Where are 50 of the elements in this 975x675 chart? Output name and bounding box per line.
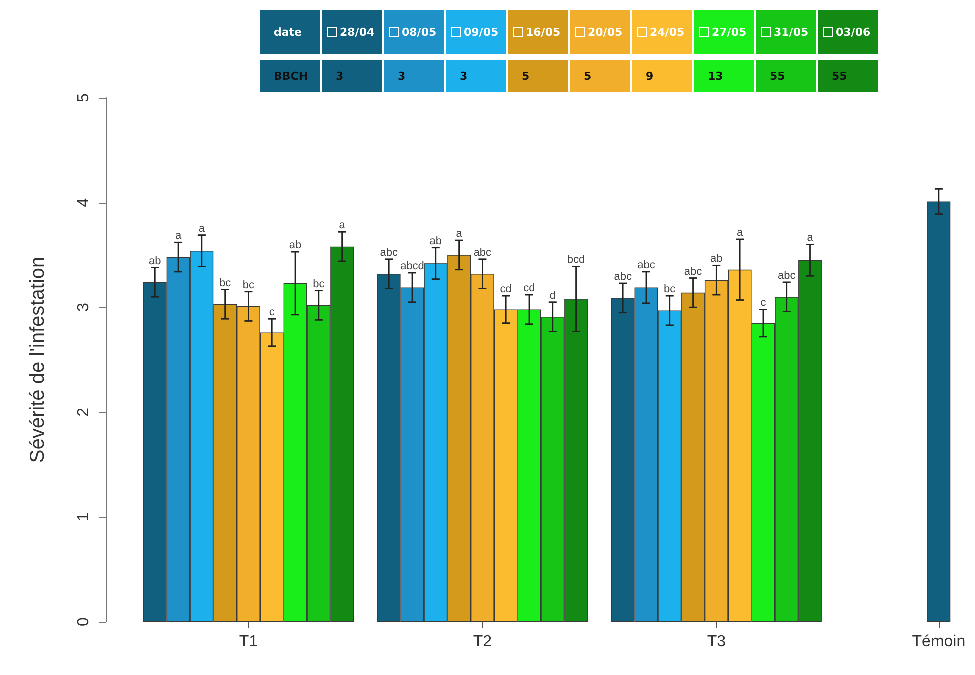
data-label: ab xyxy=(430,235,442,248)
legend-label: 28/04 xyxy=(340,26,375,38)
data-label: abc xyxy=(614,270,632,283)
data-label: bcd xyxy=(567,254,586,266)
data-label: a xyxy=(807,232,814,244)
y-tick-label: 0 xyxy=(76,617,92,626)
data-label: bc xyxy=(220,277,232,290)
x-tick-label: T2 xyxy=(473,634,492,650)
data-label: ab xyxy=(289,240,302,252)
data-label: a xyxy=(737,226,744,239)
data-label: abc xyxy=(474,246,492,259)
data-label: abc xyxy=(380,246,398,259)
y-tick-label: 4 xyxy=(76,198,92,208)
legend-label: 27/05 xyxy=(712,26,747,38)
data-label: cd xyxy=(500,284,512,296)
data-label: abc xyxy=(638,259,656,272)
bar xyxy=(927,202,951,622)
data-label: abcd xyxy=(400,260,424,273)
data-label: bc xyxy=(313,278,326,290)
data-label: a xyxy=(175,230,182,242)
y-tick-label: 1 xyxy=(76,512,92,522)
x-tick-label: Témoin xyxy=(912,634,966,650)
text: BBCH 3 3 3 5 5 9 13 55 55 xyxy=(274,70,848,82)
data-label: d xyxy=(550,290,556,302)
legend-label: 31/05 xyxy=(774,26,809,38)
y-axis-title: Sévérité de l'infestation xyxy=(27,256,49,464)
data-label: a xyxy=(339,220,346,232)
data-label: ab xyxy=(149,255,162,268)
data-label: bc xyxy=(664,284,676,296)
data-label: a xyxy=(198,222,206,235)
legend-label: 20/05 xyxy=(588,26,623,38)
data-label: abc xyxy=(778,270,796,282)
data-label: bc xyxy=(242,279,256,292)
y-tick-label: 5 xyxy=(76,93,92,102)
legend-label: 24/05 xyxy=(650,26,685,38)
y-tick-label: 2 xyxy=(76,408,92,417)
data-label: abc xyxy=(684,266,703,278)
data-label: c xyxy=(760,297,767,310)
x-tick-label: T1 xyxy=(239,634,258,650)
data-label: ab xyxy=(710,253,723,266)
legend-label: 03/06 xyxy=(836,26,871,38)
data-label: cd xyxy=(524,282,536,295)
y-tick-label: 3 xyxy=(76,303,92,312)
legend-title: date xyxy=(274,26,302,38)
x-tick-label: T3 xyxy=(707,634,726,650)
legend-label: 16/05 xyxy=(526,26,561,38)
legend-label: 08/05 xyxy=(402,26,437,38)
data-label: c xyxy=(269,306,276,319)
legend-label: 09/05 xyxy=(464,26,499,38)
data-label: a xyxy=(456,228,464,240)
